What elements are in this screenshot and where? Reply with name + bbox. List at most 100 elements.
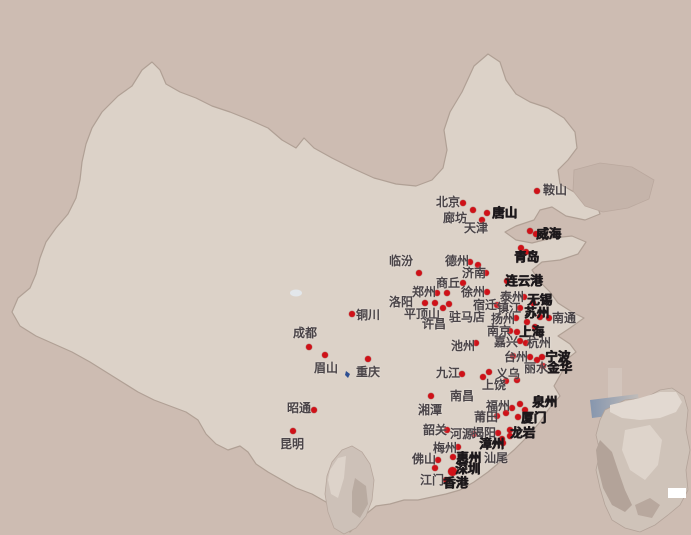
city-label: 德州 (445, 254, 470, 268)
city-label: 南昌 (450, 389, 475, 403)
city-label: 宁波 (545, 349, 571, 364)
city-label: 南通 (552, 311, 577, 325)
city-label: 昭通 (287, 401, 312, 415)
city-dot (470, 430, 478, 438)
city-label: 韶关 (423, 423, 448, 437)
city-label: 莆田 (474, 410, 499, 424)
city-label: 汕尾 (484, 451, 509, 465)
city-dot (478, 216, 486, 224)
city-dot (439, 304, 447, 312)
city-label: 泉州 (532, 394, 558, 409)
city-dot (532, 230, 540, 238)
city-label: 驻马店 (449, 310, 486, 324)
city-dot (508, 404, 516, 412)
city-dot (521, 406, 529, 414)
city-dot (512, 314, 520, 322)
city-dot (522, 248, 530, 256)
city-label: 铜川 (356, 308, 381, 322)
city-dot (516, 400, 524, 408)
city-label: 漳州 (479, 436, 505, 451)
city-label: 平顶山 (404, 307, 441, 321)
city-label: 廊坊 (443, 211, 468, 225)
city-dot (433, 289, 441, 297)
city-dot (449, 453, 457, 461)
city-label: 梅州 (433, 441, 458, 455)
qinghai-lake (290, 289, 302, 297)
city-dot (531, 323, 539, 331)
city-label: 眉山 (314, 361, 339, 375)
city-label: 洛阳 (389, 295, 414, 309)
city-dot (310, 406, 318, 414)
river-mark (345, 371, 350, 378)
city-label: 宿迁 (473, 298, 498, 312)
hainan-island (324, 445, 375, 535)
city-label: 义乌 (496, 367, 521, 381)
city-dot (516, 304, 524, 312)
city-dot (517, 244, 525, 252)
city-label: 北京 (436, 195, 461, 209)
city-dot (503, 277, 511, 285)
city-dot (536, 313, 544, 321)
korea-peninsula-shape (572, 162, 655, 213)
city-label: 福州 (486, 399, 511, 413)
city-label: 泰州 (500, 290, 525, 304)
city-dot (526, 227, 534, 235)
city-label: 台州 (504, 350, 529, 364)
city-dot (523, 318, 531, 326)
city-label: 镇江 (497, 301, 522, 315)
city-dot (545, 314, 553, 322)
city-dot (431, 299, 439, 307)
city-dot (509, 352, 517, 360)
city-label: 徐州 (461, 285, 486, 299)
city-dot (493, 412, 501, 420)
city-dot (502, 409, 510, 417)
city-dot (431, 464, 439, 472)
city-dot (459, 279, 467, 287)
city-dot (483, 209, 491, 217)
city-dot (482, 269, 490, 277)
city-dot (485, 368, 493, 376)
city-dot (533, 187, 541, 195)
city-dot (474, 261, 482, 269)
city-label: 无锡 (527, 292, 553, 307)
city-label: 郑州 (412, 285, 437, 299)
city-dot (469, 206, 477, 214)
city-dot (443, 426, 451, 434)
city-dot (483, 288, 491, 296)
city-dot (520, 293, 528, 301)
city-dot (415, 269, 423, 277)
city-dot (498, 435, 506, 443)
city-dot (305, 343, 313, 351)
city-label: 南京 (487, 324, 512, 338)
city-label: 天津 (464, 221, 489, 235)
city-label: 池州 (451, 339, 476, 353)
city-label: 江门 (420, 473, 445, 487)
city-dot (493, 301, 501, 309)
city-label: 青岛 (514, 249, 540, 264)
city-dot (479, 373, 487, 381)
city-dot (427, 392, 435, 400)
city-label: 厦门 (521, 410, 547, 425)
city-label: 济南 (462, 266, 487, 280)
city-label: 连云港 (505, 273, 543, 288)
city-label: 成都 (293, 326, 318, 340)
taiwan-island (590, 368, 691, 533)
city-label: 湘潭 (418, 403, 443, 417)
city-dot (321, 351, 329, 359)
city-dot (516, 337, 524, 345)
city-label: 临汾 (389, 254, 414, 268)
city-dot (533, 356, 541, 364)
city-label: 揭阳 (472, 426, 497, 440)
city-label: 杭州 (527, 336, 552, 350)
city-label: 香港 (443, 475, 469, 490)
city-label: 上饶 (482, 378, 507, 392)
city-dot (421, 299, 429, 307)
city-dot (506, 426, 514, 434)
city-label: 嘉兴 (494, 335, 519, 349)
city-dot (514, 413, 522, 421)
city-label: 唐山 (492, 205, 518, 220)
